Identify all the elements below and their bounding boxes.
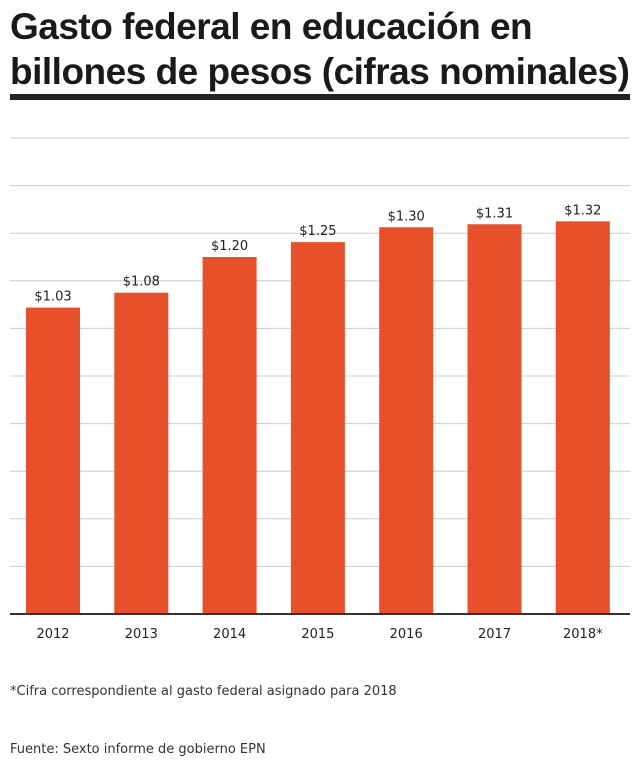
bar (379, 227, 434, 614)
bar (114, 292, 169, 614)
bars (26, 221, 610, 615)
value-label: $1.03 (34, 290, 71, 305)
x-tick-label: 2016 (390, 627, 423, 642)
value-label: $1.32 (564, 203, 601, 218)
bar (467, 224, 522, 614)
bar (202, 257, 257, 614)
chart-title: Gasto federal en educación en billones d… (10, 6, 630, 92)
footnote: *Cifra correspondiente al gasto federal … (10, 684, 397, 699)
x-tick-label: 2013 (125, 627, 158, 642)
bar (555, 221, 610, 615)
value-label: $1.31 (476, 206, 513, 221)
bar (26, 307, 80, 614)
bar (290, 242, 345, 614)
value-label: $1.30 (388, 209, 425, 224)
value-label: $1.25 (299, 224, 336, 239)
x-tick-label: 2017 (478, 627, 511, 642)
source-note: Fuente: Sexto informe de gobierno EPN (10, 742, 266, 757)
value-label: $1.08 (123, 275, 160, 290)
x-axis-labels: 2012 2013 2014 2015 2016 2017 2018* (36, 627, 603, 642)
title-divider (10, 94, 630, 100)
value-label: $1.20 (211, 239, 248, 254)
x-tick-label: 2012 (36, 627, 69, 642)
bar-chart: $1.03 $1.08 $1.20 $1.25 $1.30 $1.31 $1.32 2012… (10, 137, 630, 642)
value-labels: $1.03 $1.08 $1.20 $1.25 $1.30 $1.31 $1.32 (34, 203, 601, 304)
x-tick-label: 2014 (213, 627, 246, 642)
x-tick-label: 2018* (563, 627, 603, 642)
x-tick-label: 2015 (301, 627, 334, 642)
